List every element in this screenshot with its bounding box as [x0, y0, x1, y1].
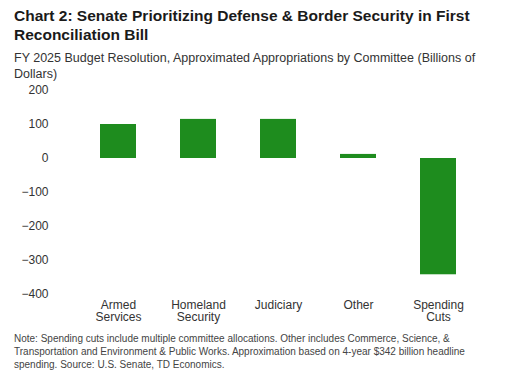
svg-text:−100: −100 [21, 185, 48, 199]
svg-text:100: 100 [28, 117, 48, 131]
svg-text:−400: −400 [21, 287, 48, 301]
svg-text:−200: −200 [21, 219, 48, 233]
svg-text:Judiciary: Judiciary [255, 298, 302, 312]
html-text:Note: Spending cuts include mu: Note: Spending cuts include multiple com… [14, 333, 465, 370]
svg-text:0: 0 [42, 151, 49, 165]
svg-text:ArmedServices: ArmedServices [95, 298, 141, 324]
svg-text:−300: −300 [21, 253, 48, 267]
html-text:FY 2025 Budget Resolution, App: FY 2025 Budget Resolution, Approximated … [14, 51, 476, 81]
svg-text:Other: Other [343, 298, 373, 312]
svg-text:HomelandSecurity: HomelandSecurity [171, 298, 226, 324]
svg-text:SpendingCuts: SpendingCuts [413, 298, 464, 324]
svg-text:200: 200 [28, 83, 48, 97]
html-text:Chart 2: Senate Prioritizing D: Chart 2: Senate Prioritizing Defense & B… [14, 7, 470, 43]
